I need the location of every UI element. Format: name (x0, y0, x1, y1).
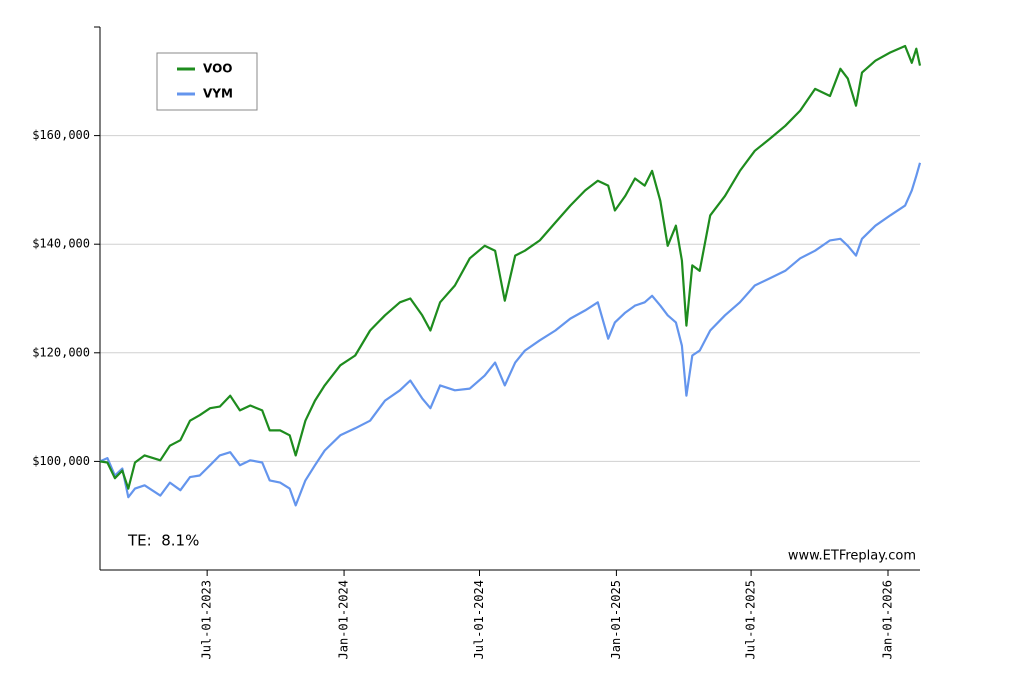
y-tick-label: $140,000 (32, 237, 90, 251)
x-tick-label: Jul-01-2023 (200, 580, 214, 659)
y-tick-label: $100,000 (32, 454, 90, 468)
x-tick-label: Jan-01-2025 (609, 580, 623, 659)
watermark: www.ETFreplay.com (788, 549, 916, 564)
x-tick-label: Jul-01-2025 (744, 580, 758, 659)
x-tick-label: Jan-01-2026 (881, 580, 895, 659)
y-tick-label: $120,000 (32, 345, 90, 359)
legend-box (156, 52, 258, 111)
annotation: TE: 8.1% (127, 532, 199, 550)
x-tick-label: Jul-01-2024 (472, 580, 486, 659)
legend-label: VOO (203, 62, 232, 76)
series-line (99, 44, 922, 490)
legend-label: VYM (203, 87, 233, 101)
x-tick-label: Jan-01-2024 (337, 580, 351, 659)
series-line (99, 162, 922, 507)
y-tick-label: $160,000 (32, 128, 90, 142)
